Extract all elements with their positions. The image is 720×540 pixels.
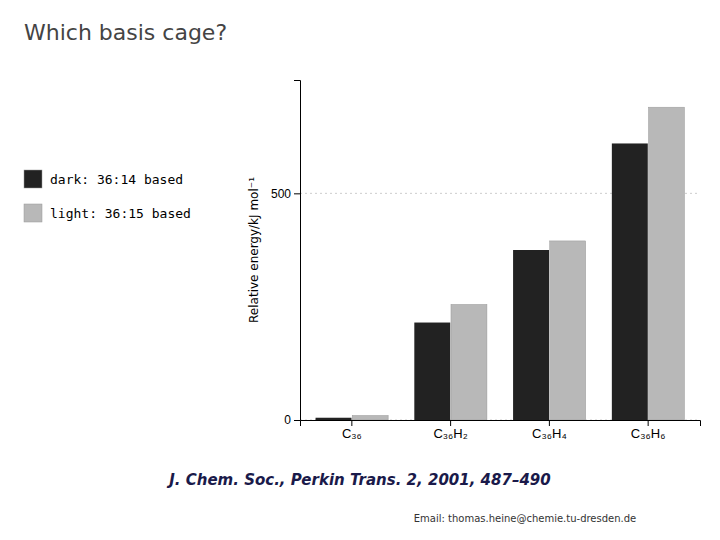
y-tick-label: 500 [271,187,291,201]
y-axis-line [294,81,301,421]
x-tick: C₃₆H₂ [433,420,467,441]
x-axis-line [301,421,701,427]
y-tick-mark [294,193,300,194]
y-tick: 500 [271,187,300,201]
legend-item: dark: 36:14 based [24,170,183,188]
bar [649,107,685,420]
x-tick-label: C₃₆ [342,426,362,441]
bar [352,415,388,420]
x-tick-label: C₃₆H₆ [631,426,666,441]
x-tick: C₃₆H₆ [631,420,666,441]
x-tick-mark [351,420,352,426]
legend-swatch [24,204,42,222]
bar [550,241,586,420]
x-tick-mark [450,420,451,426]
y-tick-mark [294,420,300,421]
bars [316,107,685,420]
x-tick: C₃₆H₄ [532,420,567,441]
bar [451,304,487,420]
y-axis: 0 500 [271,81,301,428]
x-tick-label: C₃₆H₂ [433,426,467,441]
bar [612,143,648,420]
legend: dark: 36:14 based light: 36:15 based [24,170,191,222]
title: Which basis cage? [24,20,227,45]
x-tick: C₃₆ [342,420,362,441]
x-tick-mark [648,420,649,426]
annotation: J. Chem. Soc., Perkin Trans. 2, 2001, 48… [166,471,551,489]
legend-label: dark: 36:14 based [50,172,183,187]
y-axis-title: Relative energy/kJ mol⁻¹ [247,177,261,323]
x-axis: C₃₆ C₃₆H₂ C₃₆H₄ C₃₆H₆ [301,420,701,441]
chart: Which basis cage? C₃₆ C₃₆H₂ C₃₆H₄ C₃₆H₆ 0 500 R… [0,0,720,540]
bar [513,250,549,420]
y-tick: 0 [284,413,300,427]
annotation: Email: thomas.heine@chemie.tu-dresden.de [414,513,637,524]
y-tick-label: 0 [284,413,291,427]
bar [414,323,450,420]
legend-swatch [24,170,42,188]
bar [316,418,352,420]
x-tick-label: C₃₆H₄ [532,426,567,441]
legend-label: light: 36:15 based [50,206,191,221]
x-tick-mark [549,420,550,426]
legend-item: light: 36:15 based [24,204,191,222]
